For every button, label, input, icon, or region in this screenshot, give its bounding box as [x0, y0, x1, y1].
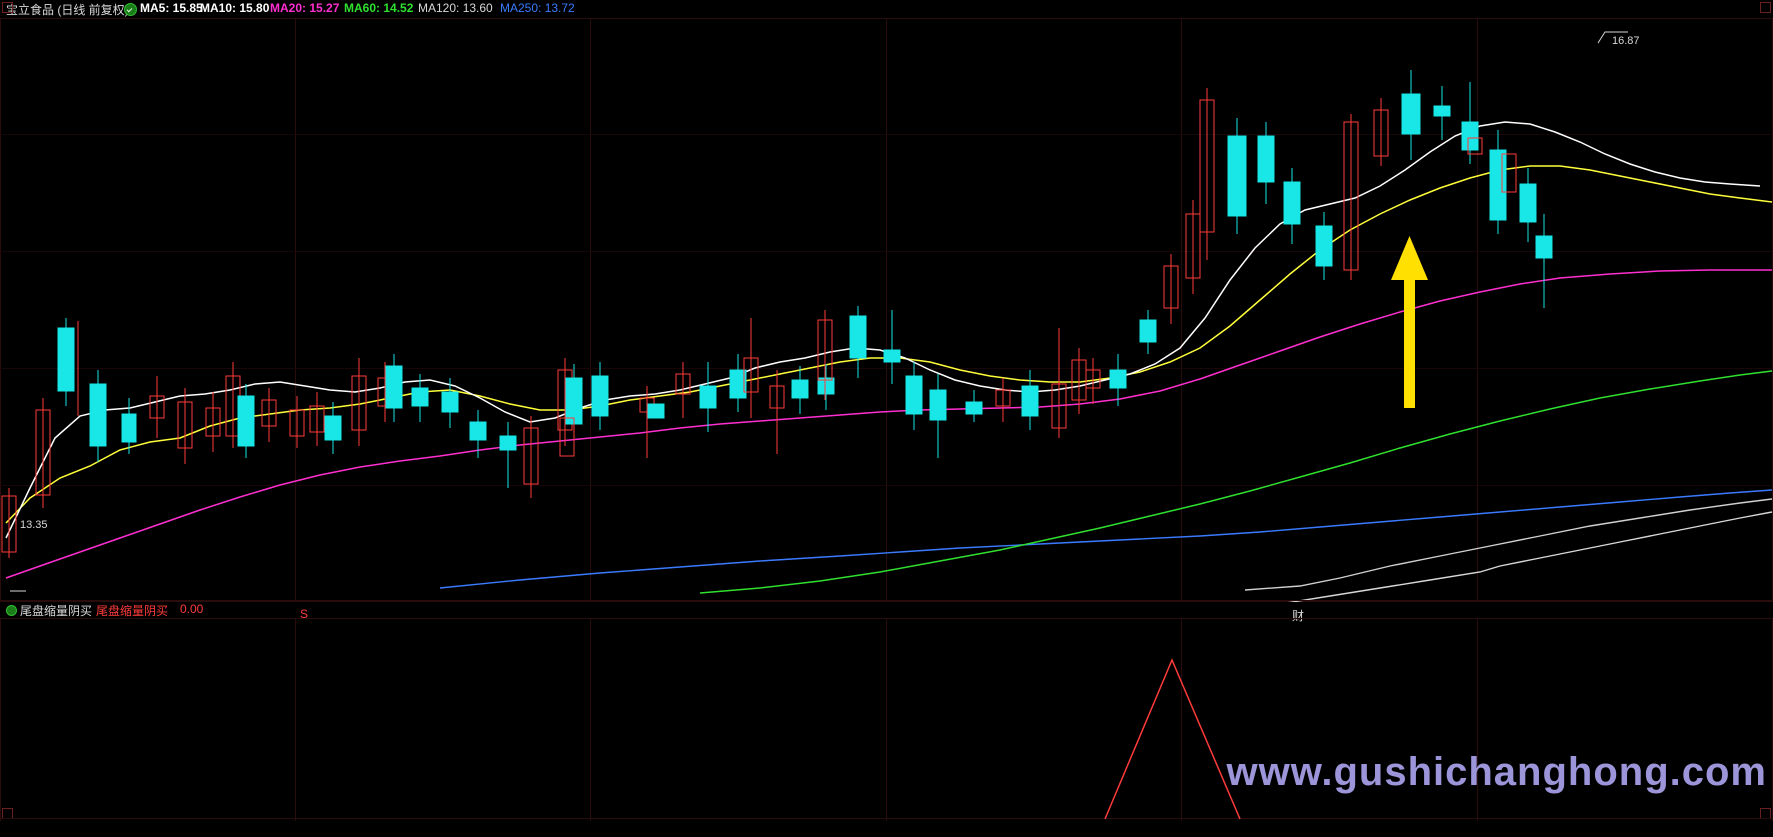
- ma120-legend: MA120: 13.60: [418, 1, 493, 15]
- ma60-legend: MA60: 14.52: [344, 1, 414, 15]
- indicator-title: 尾盘缩量阴买: [20, 604, 93, 618]
- indicator-pane[interactable]: 尾盘缩量阴买 尾盘缩量阴买 0.00 www.gushichanghong.co…: [0, 602, 1773, 821]
- corner-marker-top-left: [2, 2, 13, 13]
- ma5-legend: MA5: 15.85: [140, 1, 203, 15]
- grid-lines: [0, 18, 1773, 602]
- price-pane[interactable]: 13.35 16.87 S 财: [0, 18, 1773, 623]
- ma250-line-visible: [1244, 498, 1773, 591]
- ma250-legend: MA250: 13.72: [500, 1, 575, 15]
- indicator-chart-svg: [0, 618, 1773, 821]
- watermark: www.gushichanghong.com: [1226, 750, 1767, 794]
- ma250-line: [1288, 511, 1773, 602]
- indicator-value: 0.00: [180, 602, 204, 616]
- ma60-line: [699, 370, 1773, 594]
- stock-title: 宝立食品 (日线 前复权): [6, 3, 129, 17]
- low-price-label: 13.35: [20, 519, 48, 531]
- ma10-line: [5, 165, 1773, 524]
- check-circle-icon[interactable]: [124, 3, 137, 16]
- ma10-legend: MA10: 15.80: [200, 1, 270, 15]
- check-circle-icon[interactable]: [6, 605, 17, 616]
- up-arrow-marker: [1391, 236, 1428, 408]
- pane-separator: [0, 600, 1773, 601]
- indicator-header: 尾盘缩量阴买 尾盘缩量阴买 0.00: [0, 602, 1773, 618]
- ma20-line: [5, 269, 1772, 579]
- ma20-legend: MA20: 15.27: [270, 1, 340, 15]
- signal-marker-s: S: [300, 607, 309, 621]
- high-price-label: 16.87: [1612, 35, 1640, 47]
- corner-marker-top-right: [1760, 2, 1771, 13]
- price-chart-svg: [0, 18, 1773, 602]
- ma120-line: [439, 489, 1773, 589]
- candlestick-series: [1, 70, 1553, 558]
- chart-header: 宝立食品 (日线 前复权) MA5: 15.85 MA10: 15.80 MA2…: [0, 0, 1773, 18]
- indicator-line: [1104, 658, 1241, 820]
- signal-marker-cai: 财: [1292, 609, 1305, 623]
- price-marker-lines: [10, 31, 1628, 592]
- indicator-name: 尾盘缩量阴买: [96, 604, 169, 618]
